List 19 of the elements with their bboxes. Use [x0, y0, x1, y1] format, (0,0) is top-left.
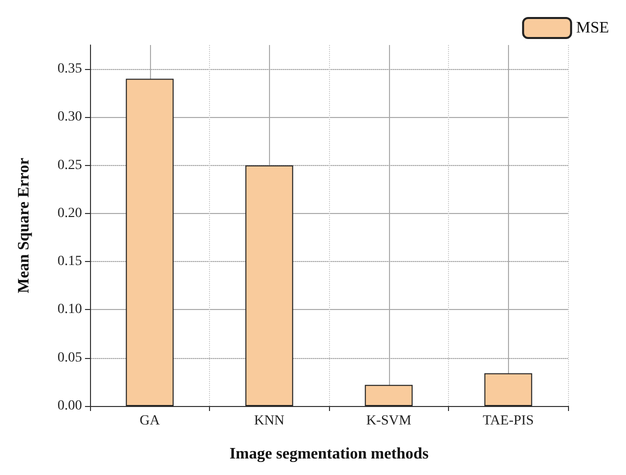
bar — [126, 78, 174, 406]
y-tick-label: 0.00 — [58, 398, 82, 414]
bar — [484, 373, 532, 406]
y-tick-label: 0.10 — [58, 302, 82, 318]
y-tick-label: 0.30 — [58, 110, 82, 125]
x-tick-label: K-SVM — [366, 414, 412, 428]
x-tick-label: TAE-PIS — [482, 414, 534, 428]
bar — [245, 165, 294, 406]
legend-label: MSE — [576, 20, 610, 36]
y-axis-title: Mean Square Error — [16, 158, 32, 294]
x-tick-label: KNN — [254, 414, 284, 428]
y-tick-label: 0.25 — [58, 158, 82, 173]
bar — [364, 384, 413, 406]
y-tick-label: 0.05 — [58, 350, 82, 366]
x-axis-title: Image segmentation methods — [229, 446, 429, 462]
y-tick-label: 0.35 — [58, 62, 82, 77]
y-tick-label: 0.15 — [58, 254, 82, 270]
y-tick-label: 0.20 — [58, 206, 82, 221]
x-tick-label: GA — [140, 414, 161, 428]
